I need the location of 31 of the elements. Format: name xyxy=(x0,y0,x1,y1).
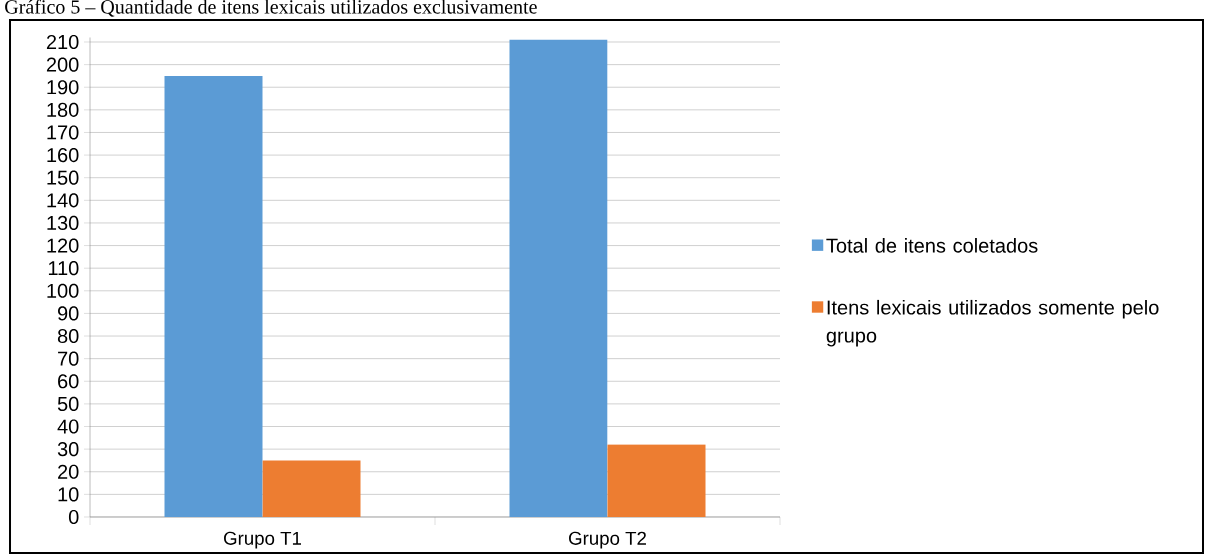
legend-label: Total de itens coletados xyxy=(826,238,1038,253)
y-tick-label: 120 xyxy=(47,238,79,253)
y-tick-label: 210 xyxy=(46,34,79,50)
y-tick-label: 0 xyxy=(68,509,79,525)
y-tick-label: 150 xyxy=(47,170,79,185)
x-tick-label: Grupo T2 xyxy=(569,531,646,549)
y-tick-label: 90 xyxy=(57,306,79,321)
y-tick-label: 160 xyxy=(47,148,79,163)
y-tick-label: 40 xyxy=(57,419,79,434)
y-tick-label: 200 xyxy=(46,57,79,72)
y-tick-label: 80 xyxy=(57,328,79,344)
y-tick-label: 20 xyxy=(58,464,79,479)
y-tick-label: 50 xyxy=(57,396,79,411)
legend-label: Itens lexicais utilizados somente pelo grupo xyxy=(826,299,1159,347)
y-tick-label: 130 xyxy=(47,215,79,231)
y-tick-label: 190 xyxy=(47,80,79,95)
y-tick-label: 30 xyxy=(57,442,79,457)
bar xyxy=(262,460,361,517)
y-tick-label: 140 xyxy=(47,193,79,208)
y-tick-label: 110 xyxy=(48,261,79,276)
y-tick-label: 170 xyxy=(47,125,79,140)
y-tick-label: 70 xyxy=(58,351,79,366)
chart-title: Gráfico 5 – Quantidade de itens lexicais utilizados exclusivamente xyxy=(5,0,537,17)
y-tick-label: 100 xyxy=(47,283,79,298)
y-tick-label: 180 xyxy=(47,102,79,117)
y-tick-label: 10 xyxy=(58,487,79,502)
x-tick-label: Grupo T1 xyxy=(224,531,301,549)
bar xyxy=(164,75,263,517)
y-tick-label: 60 xyxy=(58,374,79,389)
bar xyxy=(509,39,608,517)
bar xyxy=(607,444,706,517)
